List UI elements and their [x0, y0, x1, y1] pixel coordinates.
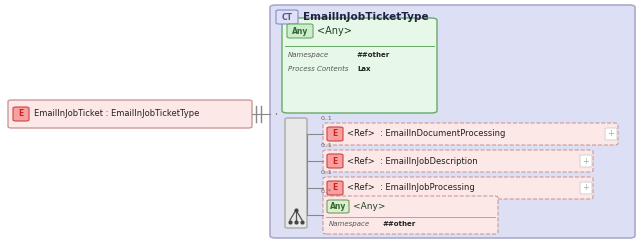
- Text: Process Contents: Process Contents: [288, 66, 349, 72]
- Text: <Ref>  : EmailInDocumentProcessing: <Ref> : EmailInDocumentProcessing: [347, 130, 505, 138]
- Text: CT: CT: [281, 12, 293, 22]
- FancyBboxPatch shape: [276, 10, 298, 24]
- Text: E: E: [333, 184, 338, 193]
- Text: Lax: Lax: [357, 66, 370, 72]
- FancyBboxPatch shape: [323, 150, 593, 172]
- Text: 0..1: 0..1: [321, 116, 333, 121]
- FancyBboxPatch shape: [13, 107, 29, 121]
- Text: <Ref>  : EmailInJobDescription: <Ref> : EmailInJobDescription: [347, 157, 478, 166]
- FancyBboxPatch shape: [327, 181, 343, 195]
- Text: 0..1: 0..1: [321, 143, 333, 148]
- Text: 0..1: 0..1: [321, 170, 333, 175]
- FancyBboxPatch shape: [605, 128, 617, 140]
- Text: EmailInJobTicket : EmailInJobTicketType: EmailInJobTicket : EmailInJobTicketType: [34, 110, 200, 119]
- FancyBboxPatch shape: [327, 154, 343, 168]
- Text: +: +: [607, 130, 614, 138]
- FancyBboxPatch shape: [287, 24, 313, 38]
- Text: <Any>: <Any>: [317, 26, 352, 36]
- Text: Any: Any: [330, 202, 346, 211]
- Text: EmailInJobTicketType: EmailInJobTicketType: [303, 12, 429, 22]
- Text: ##other: ##other: [383, 221, 416, 227]
- FancyBboxPatch shape: [327, 200, 349, 213]
- Text: ##other: ##other: [357, 52, 390, 58]
- FancyBboxPatch shape: [580, 155, 592, 167]
- Text: <Any>: <Any>: [353, 202, 385, 211]
- FancyBboxPatch shape: [327, 127, 343, 141]
- FancyBboxPatch shape: [323, 123, 618, 145]
- FancyBboxPatch shape: [8, 100, 252, 128]
- Text: +: +: [582, 184, 589, 193]
- FancyBboxPatch shape: [580, 182, 592, 194]
- Text: E: E: [19, 110, 24, 119]
- Text: 0..*: 0..*: [321, 189, 332, 194]
- Text: E: E: [333, 130, 338, 138]
- Text: E: E: [333, 157, 338, 166]
- FancyBboxPatch shape: [270, 5, 635, 238]
- Text: Any: Any: [292, 26, 308, 36]
- FancyBboxPatch shape: [323, 177, 593, 199]
- FancyBboxPatch shape: [282, 18, 437, 113]
- Text: Namespace: Namespace: [288, 52, 329, 58]
- Text: Namespace: Namespace: [329, 221, 370, 227]
- Text: <Ref>  : EmailInJobProcessing: <Ref> : EmailInJobProcessing: [347, 184, 474, 193]
- FancyBboxPatch shape: [285, 118, 307, 228]
- FancyBboxPatch shape: [323, 196, 498, 234]
- Text: +: +: [582, 157, 589, 166]
